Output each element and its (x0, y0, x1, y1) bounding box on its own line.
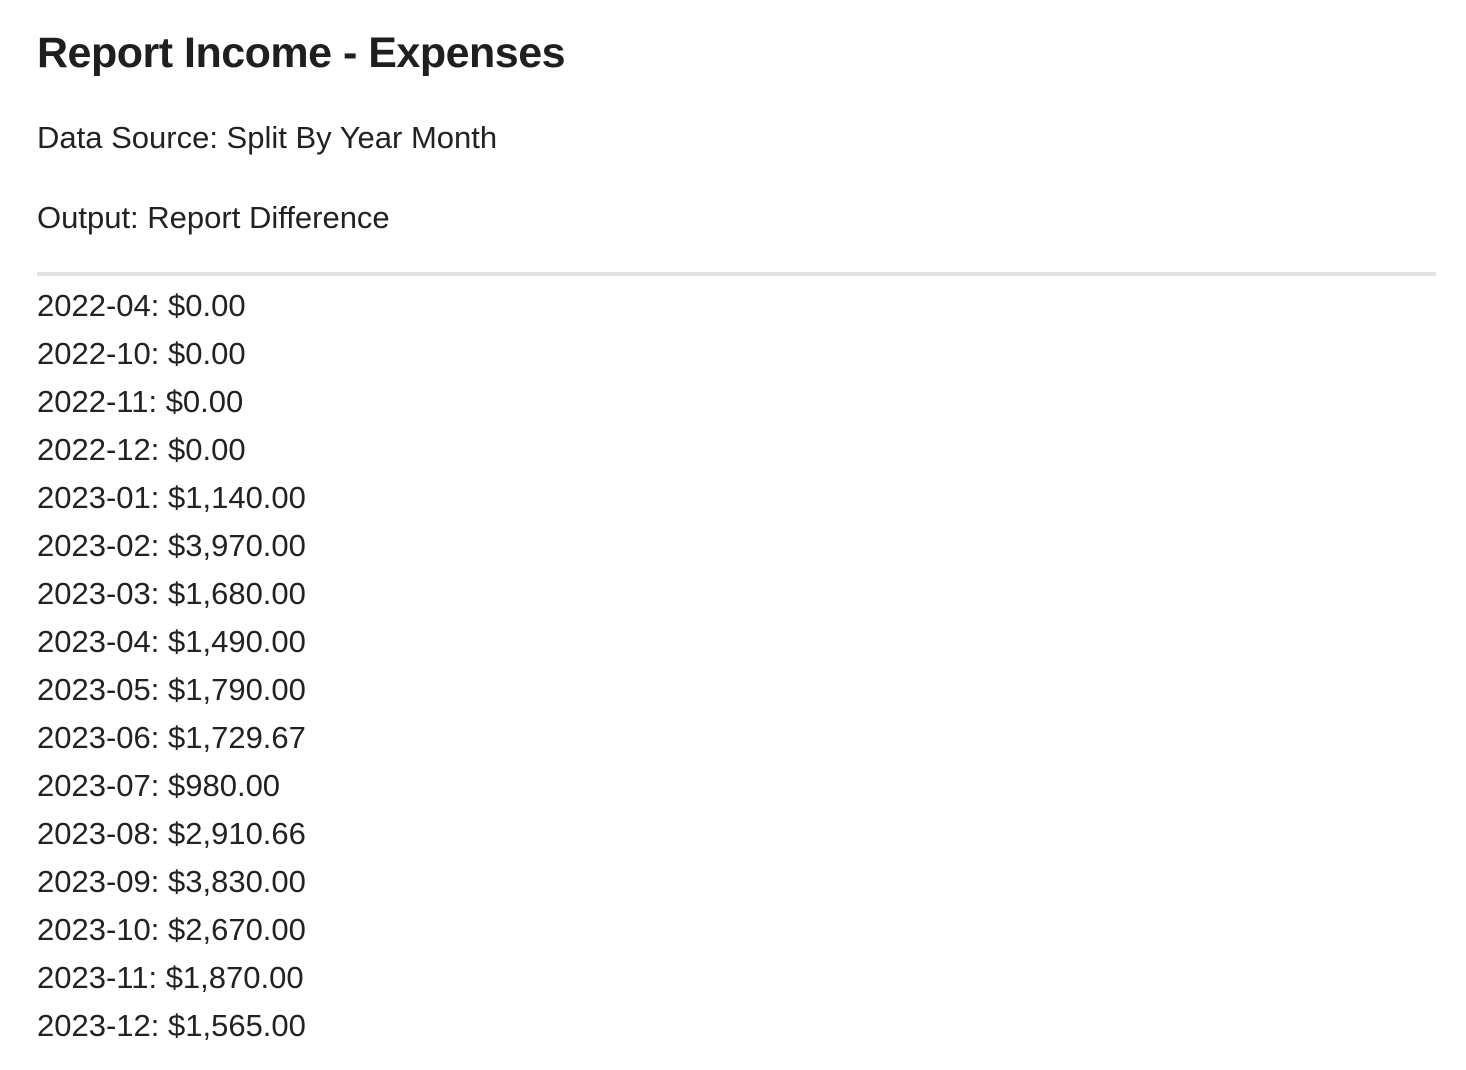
list-item: 2023-01: $1,140.00 (37, 480, 306, 515)
data-source-label: Data Source: Split By Year Month (37, 120, 498, 155)
list-item: 2023-05: $1,790.00 (37, 672, 306, 707)
list-item: 2023-07: $980.00 (37, 768, 281, 803)
monthly-difference-list: 2022-04: $0.00 2022-10: $0.00 2022-11: $… (37, 282, 1436, 1050)
output-label: Output: Report Difference (37, 200, 390, 235)
list-item: 2023-06: $1,729.67 (37, 720, 306, 755)
list-item: 2022-10: $0.00 (37, 336, 246, 371)
list-item: 2023-03: $1,680.00 (37, 576, 306, 611)
list-item: 2023-04: $1,490.00 (37, 624, 306, 659)
list-item: 2023-12: $1,565.00 (37, 1008, 306, 1043)
list-item: 2022-04: $0.00 (37, 288, 246, 323)
list-item: 2023-10: $2,670.00 (37, 912, 306, 947)
list-item: 2023-08: $2,910.66 (37, 816, 306, 851)
list-item: 2022-11: $0.00 (37, 384, 244, 419)
list-item: 2023-11: $1,870.00 (37, 960, 304, 995)
list-item: 2023-02: $3,970.00 (37, 528, 306, 563)
list-item: 2023-09: $3,830.00 (37, 864, 306, 899)
list-item: 2022-12: $0.00 (37, 432, 246, 467)
section-divider (37, 272, 1436, 276)
page-title: Report Income - Expenses (37, 29, 566, 77)
